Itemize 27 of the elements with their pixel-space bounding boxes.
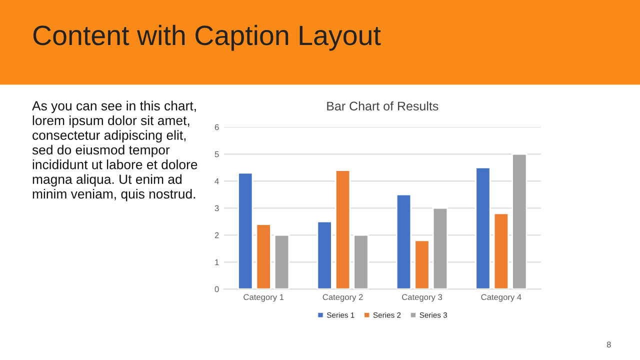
- x-tick-label: Category 2: [322, 294, 363, 302]
- text: As you can see in this chart, lorem ipsum dolor sit amet, consectetur adipiscing elit, sed do eiusmod tempor incididunt ut labore et dolore magna aliqua. Ut enim ad minim veniam, quis nostrud.: [32, 100, 198, 202]
- y-tick-label: 5: [214, 151, 219, 158]
- x-tick-label: Category 4: [481, 294, 522, 302]
- y-tick-label: 6: [214, 124, 219, 130]
- bar: [334, 170, 351, 290]
- text: 8: [606, 342, 611, 348]
- bar: [274, 234, 290, 290]
- bar: [512, 153, 528, 290]
- x-tick-label: Category 1: [244, 294, 284, 302]
- y-tick-label: 2: [214, 232, 219, 238]
- y-tick-label: 0: [214, 286, 219, 292]
- y-tick-label: 3: [214, 205, 219, 212]
- chart-title: Bar Chart of Results: [327, 101, 438, 111]
- x-tick-label: Category 3: [402, 294, 442, 302]
- bar: [414, 240, 430, 290]
- bar: [238, 172, 254, 290]
- bar: [316, 220, 332, 290]
- bar: [353, 234, 369, 290]
- bar: [256, 224, 272, 290]
- text: Content with Caption Layout: [33, 24, 381, 51]
- bar: [475, 166, 491, 290]
- y-tick-label: 1: [215, 259, 219, 266]
- bar: [396, 194, 412, 290]
- bar: [432, 207, 448, 290]
- bar: [493, 212, 510, 290]
- y-tick-label: 4: [214, 178, 219, 184]
